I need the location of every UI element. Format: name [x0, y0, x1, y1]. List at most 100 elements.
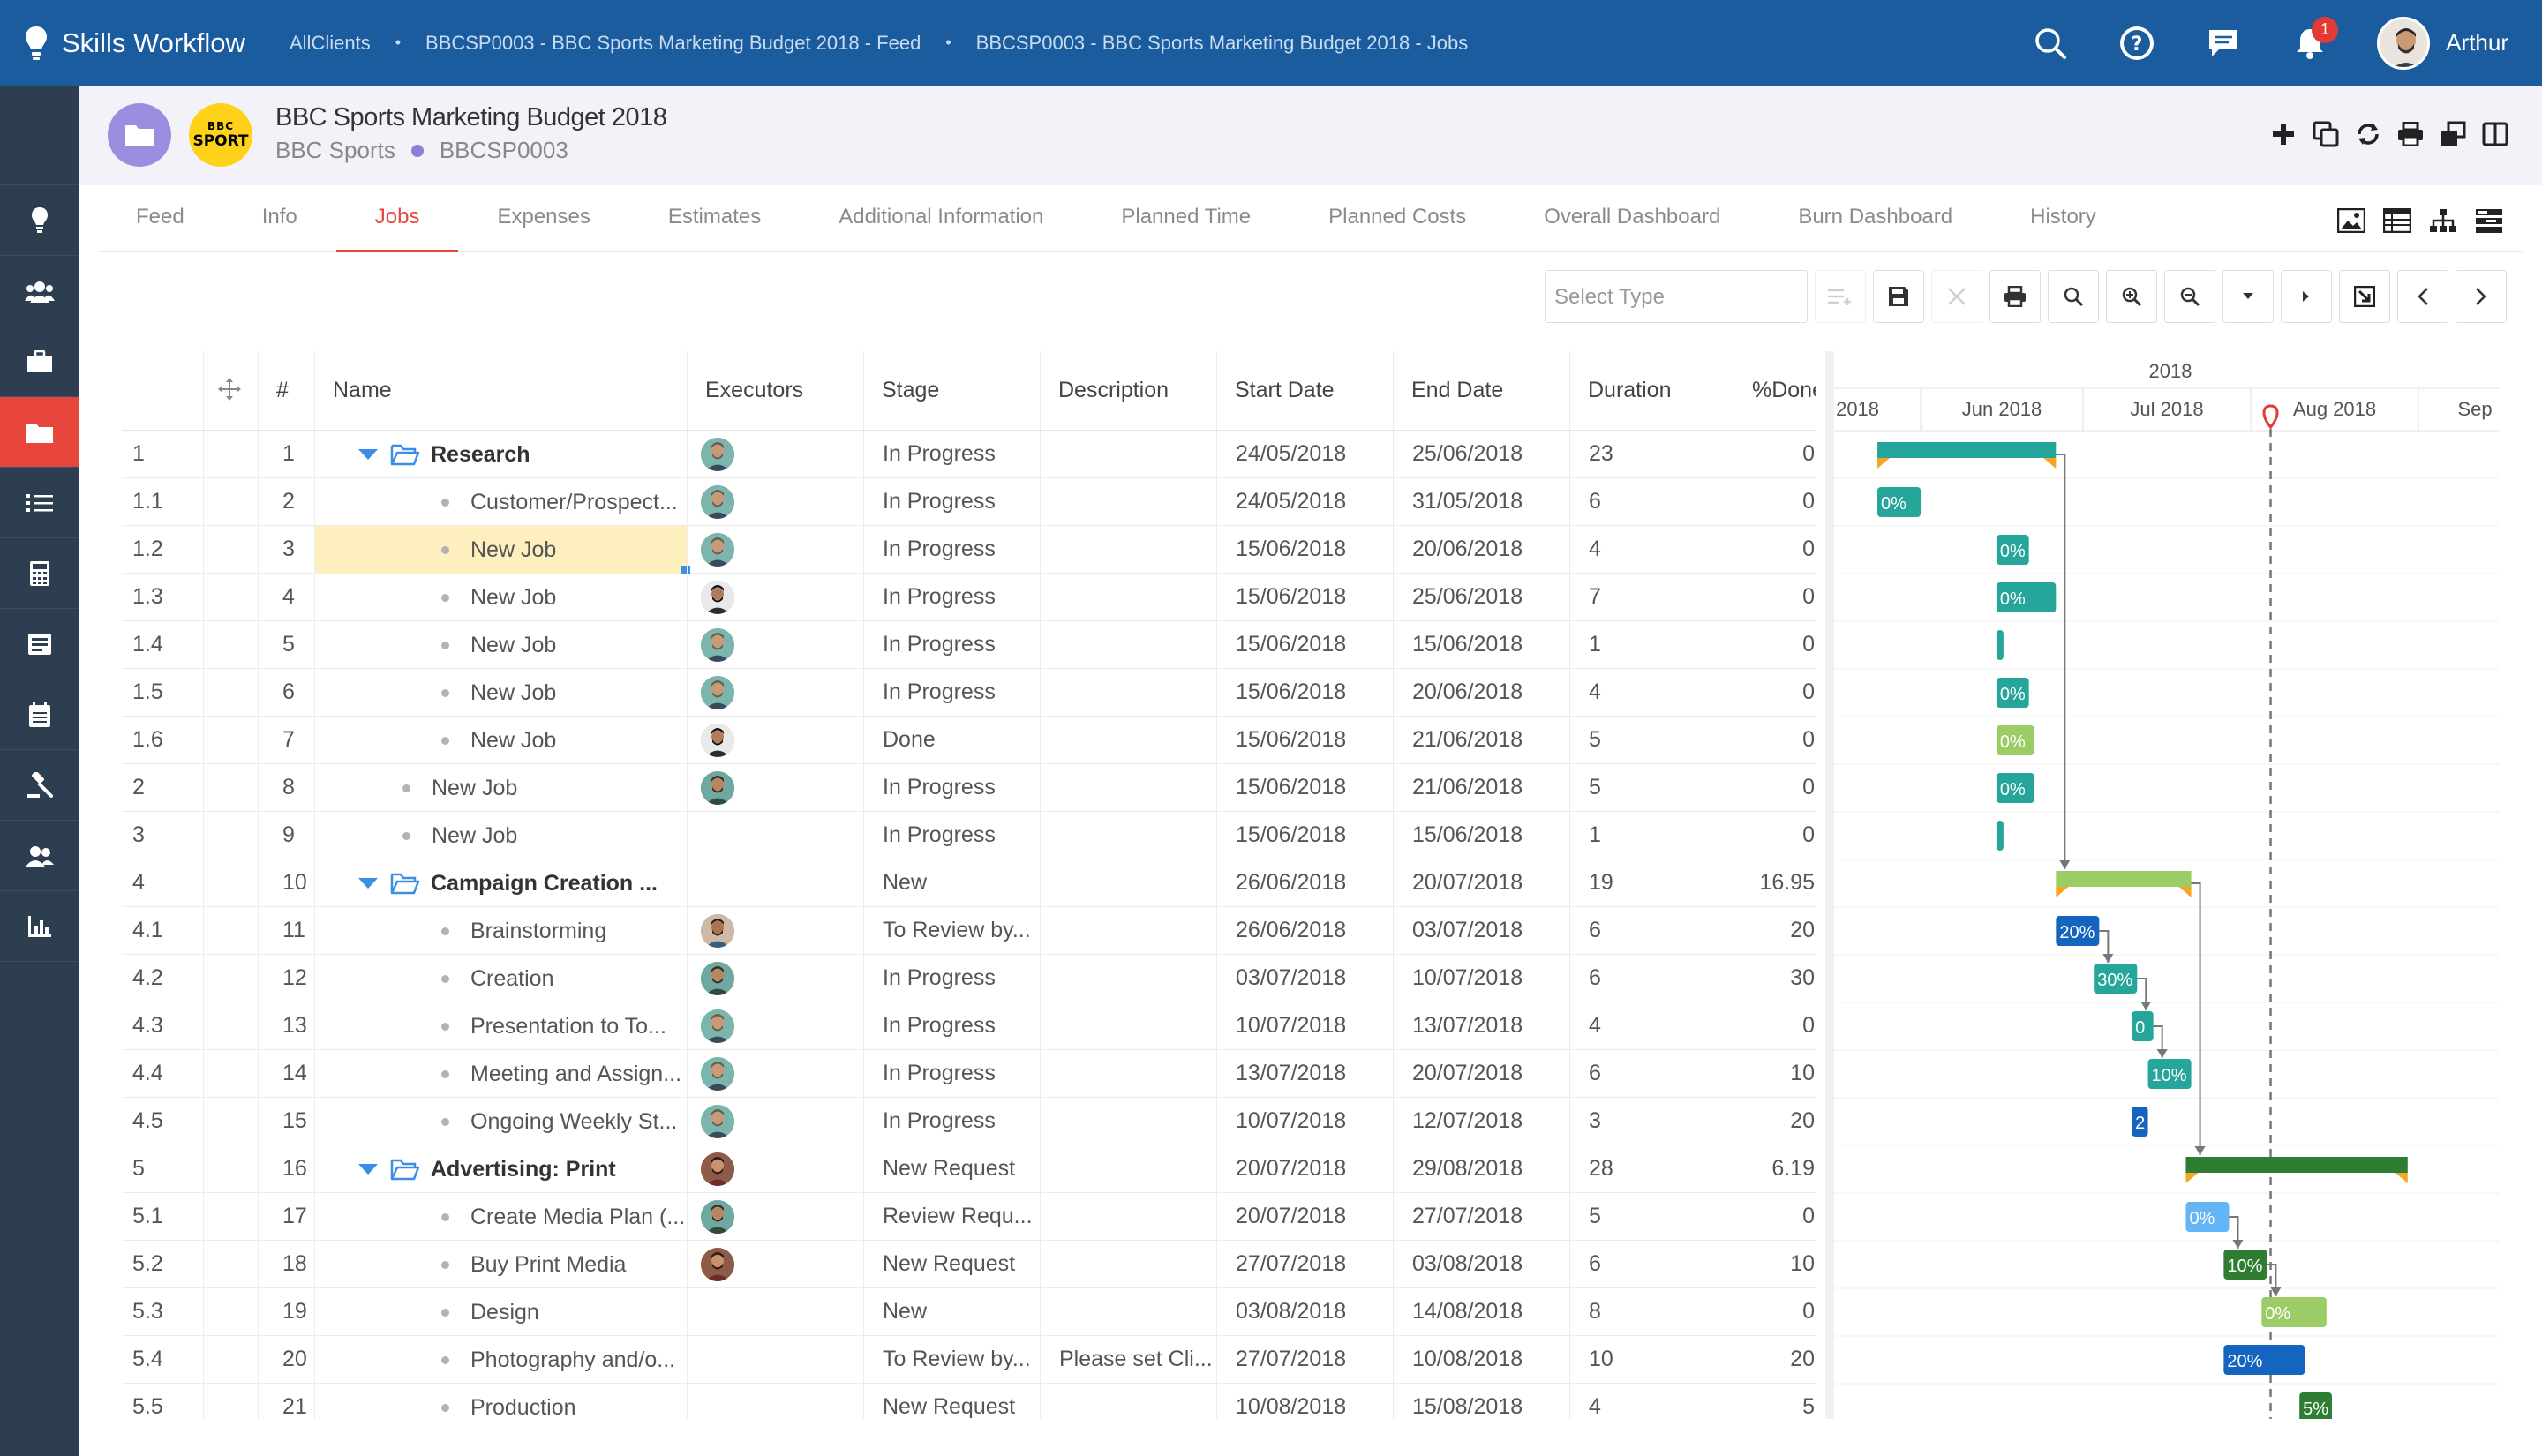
duplicate-icon[interactable] — [2311, 119, 2341, 149]
job-name[interactable]: Creation — [470, 965, 554, 991]
start-date-cell[interactable]: 15/06/2018 — [1236, 775, 1347, 799]
start-date-cell[interactable]: 20/07/2018 — [1236, 1156, 1347, 1181]
start-date-cell[interactable]: 26/06/2018 — [1236, 918, 1347, 942]
name-cell[interactable]: New Job — [314, 574, 687, 621]
duration-cell[interactable]: 4 — [1589, 1013, 1601, 1038]
description-cell[interactable] — [1059, 812, 1218, 859]
zoom-out-button[interactable] — [2164, 270, 2215, 323]
done-cell[interactable]: 10 — [1790, 1061, 1815, 1085]
done-cell[interactable]: 0 — [1802, 441, 1815, 466]
start-date-cell[interactable]: 13/07/2018 — [1236, 1061, 1347, 1085]
name-cell[interactable]: Customer/Prospect... — [314, 478, 687, 526]
end-date-cell[interactable]: 25/06/2018 — [1412, 584, 1523, 609]
job-name[interactable]: Ongoing Weekly St... — [470, 1108, 678, 1134]
table-row[interactable]: 1.3 4 New Job In Progress 15/06/2018 25/06/20… — [122, 574, 1816, 621]
done-cell[interactable]: 0 — [1802, 1204, 1815, 1228]
job-name[interactable]: Meeting and Assign... — [470, 1061, 682, 1086]
duration-cell[interactable]: 6 — [1589, 1251, 1601, 1276]
start-date-cell[interactable]: 15/06/2018 — [1236, 632, 1347, 657]
name-cell[interactable]: New Job — [314, 621, 687, 669]
description-cell[interactable] — [1059, 764, 1218, 812]
name-cell[interactable]: Ongoing Weekly St... — [314, 1098, 687, 1145]
table-row[interactable]: 1.4 5 New Job In Progress 15/06/2018 15/06/20… — [122, 621, 1816, 669]
print-icon[interactable] — [2395, 119, 2425, 149]
grid-gantt-splitter[interactable] — [1825, 351, 1834, 1419]
name-cell[interactable]: Create Media Plan (... — [314, 1193, 687, 1241]
help-icon[interactable]: ? — [2117, 24, 2156, 63]
job-name[interactable]: Buy Print Media — [470, 1251, 627, 1277]
done-cell[interactable]: 0 — [1802, 537, 1815, 561]
add-icon[interactable] — [2268, 119, 2298, 149]
sidebar-item-calendar[interactable] — [0, 679, 79, 750]
done-cell[interactable]: 0 — [1802, 775, 1815, 799]
start-date-cell[interactable]: 03/08/2018 — [1236, 1299, 1347, 1324]
description-cell[interactable] — [1059, 1193, 1218, 1241]
stage-cell[interactable]: New Request — [883, 1394, 1016, 1419]
description-cell[interactable] — [1059, 431, 1218, 478]
stage-cell[interactable]: In Progress — [883, 1108, 996, 1133]
job-name[interactable]: Design — [470, 1299, 539, 1325]
sidebar-item-clients[interactable] — [0, 256, 79, 326]
task-bar[interactable] — [1996, 678, 2029, 708]
job-name[interactable]: Brainstorming — [470, 918, 607, 943]
end-date-cell[interactable]: 14/08/2018 — [1412, 1299, 1523, 1324]
start-date-cell[interactable]: 10/07/2018 — [1236, 1013, 1347, 1038]
end-date-cell[interactable]: 21/06/2018 — [1412, 775, 1523, 799]
stage-cell[interactable]: In Progress — [883, 679, 996, 704]
description-cell[interactable] — [1059, 1098, 1218, 1145]
executor-avatar[interactable] — [701, 1057, 734, 1091]
stage-cell[interactable]: In Progress — [883, 632, 996, 657]
name-cell[interactable]: Production — [314, 1384, 687, 1419]
start-date-cell[interactable]: 24/05/2018 — [1236, 441, 1347, 466]
done-cell[interactable]: 20 — [1790, 918, 1815, 942]
done-cell[interactable]: 0 — [1802, 1013, 1815, 1038]
sidebar-item-ideas[interactable] — [0, 185, 79, 256]
end-date-cell[interactable]: 27/07/2018 — [1412, 1204, 1523, 1228]
end-date-cell[interactable]: 10/08/2018 — [1412, 1347, 1523, 1371]
job-name[interactable]: New Job — [432, 822, 518, 848]
name-cell[interactable]: Brainstorming — [314, 907, 687, 955]
stage-cell[interactable]: Done — [883, 727, 936, 752]
fill-handle[interactable] — [681, 566, 690, 574]
done-cell[interactable]: 30 — [1790, 965, 1815, 990]
stage-cell[interactable]: In Progress — [883, 537, 996, 561]
stage-cell[interactable]: In Progress — [883, 775, 996, 799]
name-cell[interactable]: Campaign Creation ... — [314, 859, 687, 907]
description-cell[interactable]: Please set Cli... — [1059, 1347, 1213, 1371]
job-name[interactable]: Advertising: Print — [431, 1156, 616, 1182]
start-date-cell[interactable]: 15/06/2018 — [1236, 679, 1347, 704]
split-view-icon[interactable] — [2480, 119, 2510, 149]
task-bar[interactable] — [2261, 1297, 2327, 1327]
task-bar[interactable] — [2132, 1107, 2148, 1137]
start-date-cell[interactable]: 15/06/2018 — [1236, 822, 1347, 847]
done-cell[interactable]: 0 — [1802, 584, 1815, 609]
stage-cell[interactable]: In Progress — [883, 1061, 996, 1085]
job-name[interactable]: New Job — [470, 632, 557, 657]
name-cell[interactable]: Photography and/o... — [314, 1336, 687, 1384]
job-name[interactable]: Production — [470, 1394, 576, 1420]
summary-bar[interactable] — [2056, 871, 2192, 887]
zoom-in-button[interactable] — [2106, 270, 2157, 323]
end-date-cell[interactable]: 25/06/2018 — [1412, 441, 1523, 466]
description-cell[interactable] — [1059, 1241, 1218, 1288]
table-row[interactable]: 4.3 13 Presentation to To... In Progress 10/… — [122, 1002, 1816, 1050]
executor-avatar[interactable] — [701, 581, 734, 614]
stage-cell[interactable]: Review Requ... — [883, 1204, 1033, 1228]
table-row[interactable]: 1 1 Research In Progress 24/05/2018 25/06/201… — [122, 431, 1816, 478]
stage-cell[interactable]: In Progress — [883, 822, 996, 847]
collapse-button[interactable] — [2222, 270, 2274, 323]
end-date-cell[interactable]: 10/07/2018 — [1412, 965, 1523, 990]
gantt-view-icon[interactable] — [2473, 205, 2505, 236]
sidebar-item-calculator[interactable] — [0, 538, 79, 609]
end-date-cell[interactable]: 03/07/2018 — [1412, 918, 1523, 942]
task-bar[interactable] — [2147, 1059, 2192, 1089]
table-row[interactable]: 5.3 19 Design New 03/08/2018 14/08/2018 8 0 — [122, 1288, 1816, 1336]
sidebar-item-documents[interactable] — [0, 609, 79, 679]
executor-avatar[interactable] — [701, 1152, 734, 1186]
end-date-cell[interactable]: 20/07/2018 — [1412, 1061, 1523, 1085]
description-cell[interactable] — [1059, 1145, 1218, 1193]
done-cell[interactable]: 20 — [1790, 1108, 1815, 1133]
done-cell[interactable]: 20 — [1790, 1347, 1815, 1371]
task-bar[interactable] — [1996, 725, 2034, 755]
description-cell[interactable] — [1059, 574, 1218, 621]
